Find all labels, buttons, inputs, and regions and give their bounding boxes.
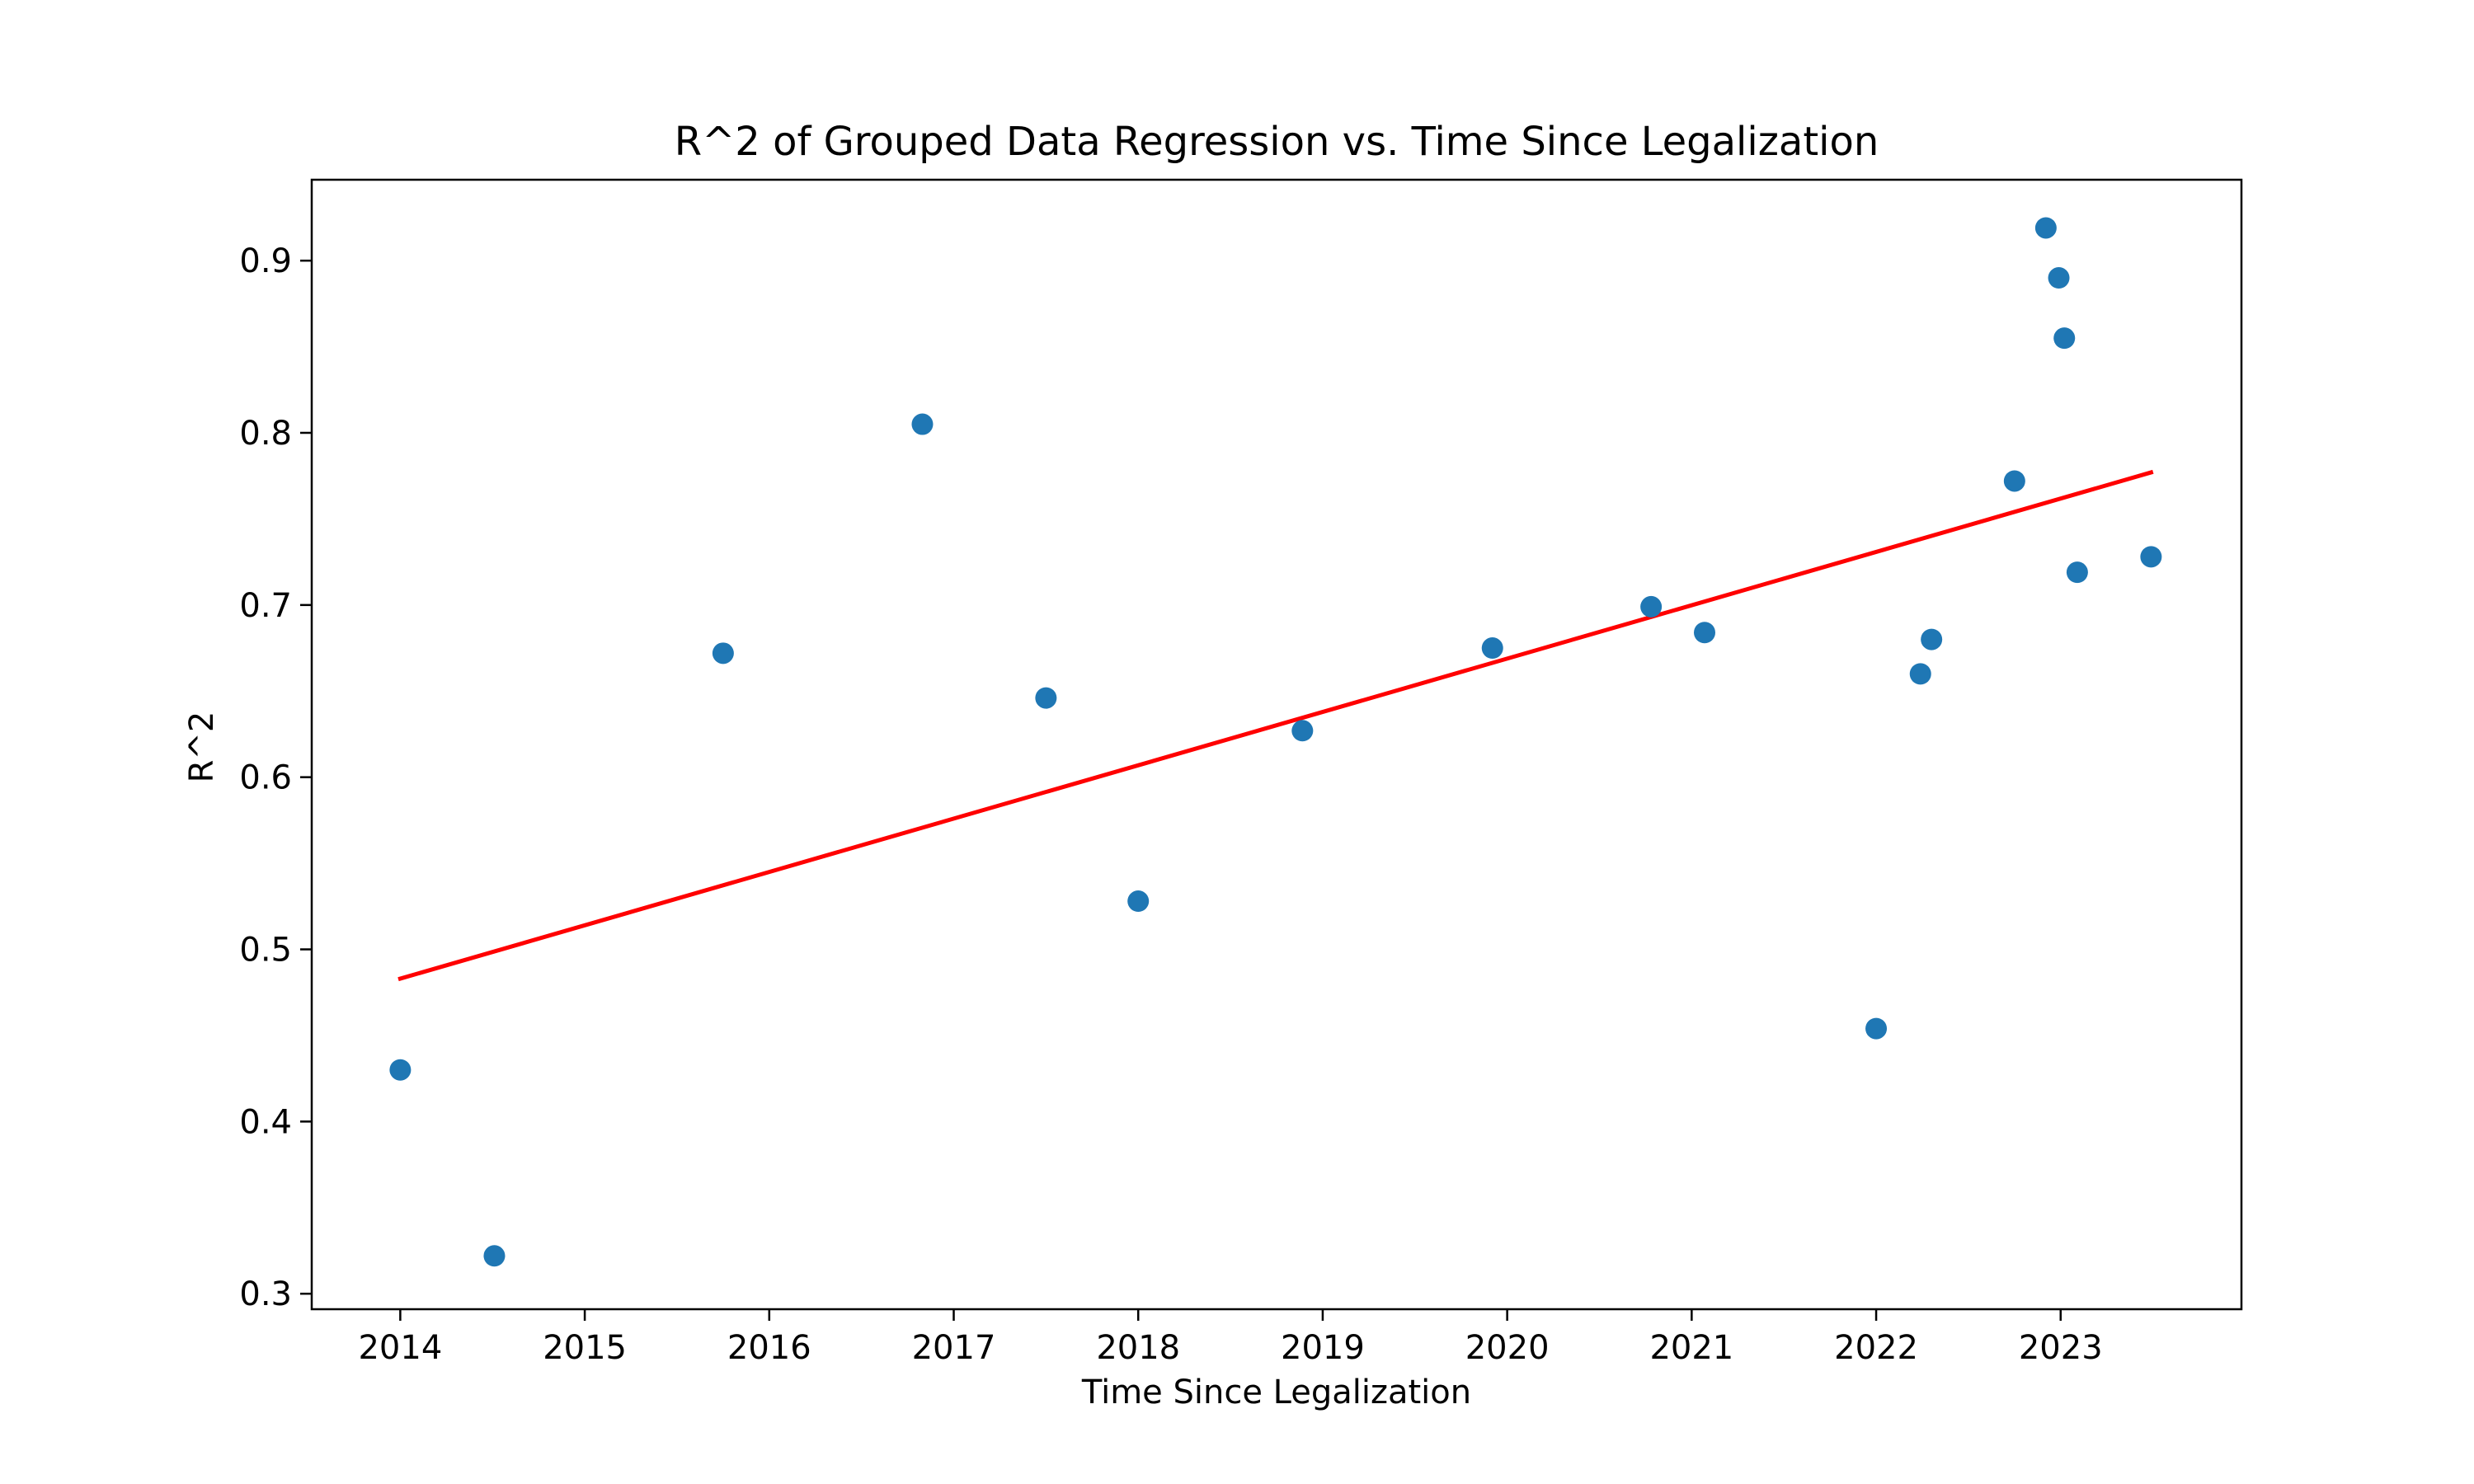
y-tick-label: 0.3: [239, 1275, 292, 1313]
y-tick-label: 0.9: [239, 242, 292, 280]
data-point: [1035, 687, 1057, 709]
y-tick-label: 0.6: [239, 759, 292, 797]
data-point: [2066, 561, 2088, 584]
data-point: [1481, 637, 1503, 660]
data-point: [2140, 546, 2162, 568]
data-point: [1694, 622, 1716, 644]
y-tick-label: 0.4: [239, 1103, 292, 1141]
y-axis-label: R^2: [183, 711, 221, 783]
data-point: [483, 1245, 506, 1267]
data-point: [1127, 890, 1150, 913]
y-tick-label: 0.5: [239, 932, 292, 970]
y-tick-label: 0.8: [239, 415, 292, 453]
x-axis-label: Time Since Legalization: [1081, 1374, 1471, 1411]
y-tick-label: 0.7: [239, 587, 292, 625]
data-point: [911, 413, 934, 435]
x-tick-label: 2022: [1834, 1329, 1918, 1367]
data-point: [2048, 267, 2070, 289]
data-point: [2034, 217, 2057, 239]
regression-line: [397, 469, 2154, 982]
plot-frame: [310, 178, 2243, 1311]
x-tick-label: 2020: [1465, 1329, 1550, 1367]
x-tick-label: 2017: [912, 1329, 996, 1367]
data-point: [1921, 628, 1943, 650]
x-tick-label: 2019: [1281, 1329, 1365, 1367]
x-tick-label: 2014: [358, 1329, 442, 1367]
x-tick-label: 2023: [2019, 1329, 2103, 1367]
data-point: [1291, 720, 1314, 742]
data-point: [712, 642, 734, 665]
plot-area: 2014 2015 2016 2017 2018 2019 2020 2021 2022 2023…: [239, 178, 2243, 1367]
data-point: [1909, 663, 1931, 685]
data-point: [2003, 470, 2025, 492]
x-tick-label: 2016: [727, 1329, 811, 1367]
data-point: [1865, 1017, 1888, 1040]
data-point: [1640, 595, 1663, 618]
chart-title: R^2 of Grouped Data Regression vs. Time …: [675, 119, 1879, 165]
x-tick-label: 2021: [1649, 1329, 1733, 1367]
x-tick-label: 2018: [1096, 1329, 1180, 1367]
x-tick-label: 2015: [543, 1329, 627, 1367]
data-point: [2053, 327, 2076, 350]
data-point: [389, 1059, 412, 1081]
